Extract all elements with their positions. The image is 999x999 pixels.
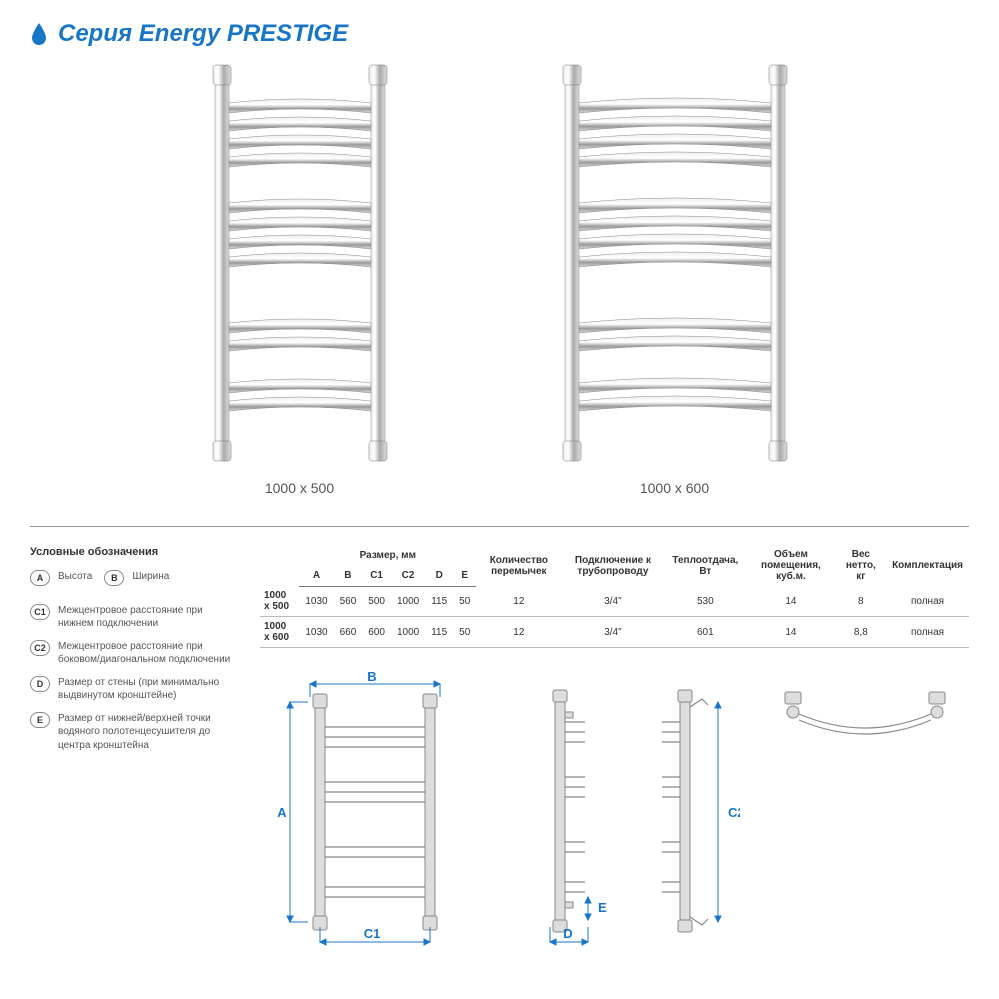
table-row: 1000 x 600 1030660600100011550 123/4"601…	[260, 617, 969, 648]
legend-text: Ширина	[132, 570, 169, 584]
legend-text: Межцентровое расстояние при нижнем подкл…	[58, 604, 240, 631]
diagram-side2: C2	[650, 672, 740, 952]
dim-A: A	[277, 805, 287, 820]
product-gallery: 1000 x 500 1000	[30, 63, 969, 496]
col-vol: Объем помещения, куб.м.	[746, 545, 835, 586]
col-C2: C2	[391, 565, 425, 586]
legend-symbol: C1	[30, 604, 50, 620]
dim-B: B	[367, 672, 376, 684]
col-B: B	[334, 565, 363, 586]
legend-symbol: C2	[30, 640, 50, 656]
col-qty: Количество перемычек	[476, 545, 561, 586]
col-A: A	[299, 565, 333, 586]
page-header: Серия Energy PRESTIGE	[30, 20, 969, 48]
legend-symbol: A	[30, 570, 50, 586]
dimension-diagrams: B A	[260, 672, 969, 952]
diagram-side: E D	[510, 672, 620, 952]
col-group-size: Размер, мм	[299, 545, 476, 565]
dim-E: E	[598, 900, 607, 915]
diagram-front: B A	[260, 672, 480, 952]
legend-text: Межцентровое расстояние при боковом/диаг…	[58, 640, 240, 667]
legend-symbol: B	[104, 570, 124, 586]
cell-model: 1000 x 600	[260, 617, 299, 648]
spec-table: Размер, мм Количество перемычек Подключе…	[260, 545, 969, 648]
product-image	[185, 63, 415, 463]
legend: Условные обозначения A Высота B Ширина C1 М…	[30, 545, 240, 952]
divider	[30, 526, 969, 527]
product-label: 1000 x 600	[535, 480, 815, 496]
col-D: D	[425, 565, 453, 586]
product-image	[535, 63, 815, 463]
diagram-top	[770, 672, 960, 752]
drop-icon	[30, 22, 48, 46]
legend-text: Размер от стены (при минимально выдвинут…	[58, 676, 240, 703]
table-row: 1000 x 500 1030560500100011550 123/4"530…	[260, 586, 969, 617]
legend-text: Размер от нижней/верхней точки водяного …	[58, 712, 240, 753]
product-item: 1000 x 500	[185, 63, 415, 496]
col-heat: Теплоотдача, Вт	[664, 545, 746, 586]
col-kit: Комплектация	[886, 545, 969, 586]
dim-C1: C1	[364, 926, 381, 941]
dim-D: D	[563, 926, 572, 941]
product-item: 1000 x 600	[535, 63, 815, 496]
col-wt: Вес нетто, кг	[836, 545, 886, 586]
col-conn: Подключение к трубопроводу	[561, 545, 664, 586]
product-label: 1000 x 500	[185, 480, 415, 496]
cell-model: 1000 x 500	[260, 586, 299, 617]
legend-symbol: D	[30, 676, 50, 692]
page-title: Серия Energy PRESTIGE	[58, 20, 348, 48]
col-E: E	[453, 565, 476, 586]
legend-heading: Условные обозначения	[30, 545, 240, 560]
legend-text: Высота	[58, 570, 92, 584]
col-C1: C1	[362, 565, 391, 586]
legend-symbol: E	[30, 712, 50, 728]
dim-C2: C2	[728, 805, 740, 820]
